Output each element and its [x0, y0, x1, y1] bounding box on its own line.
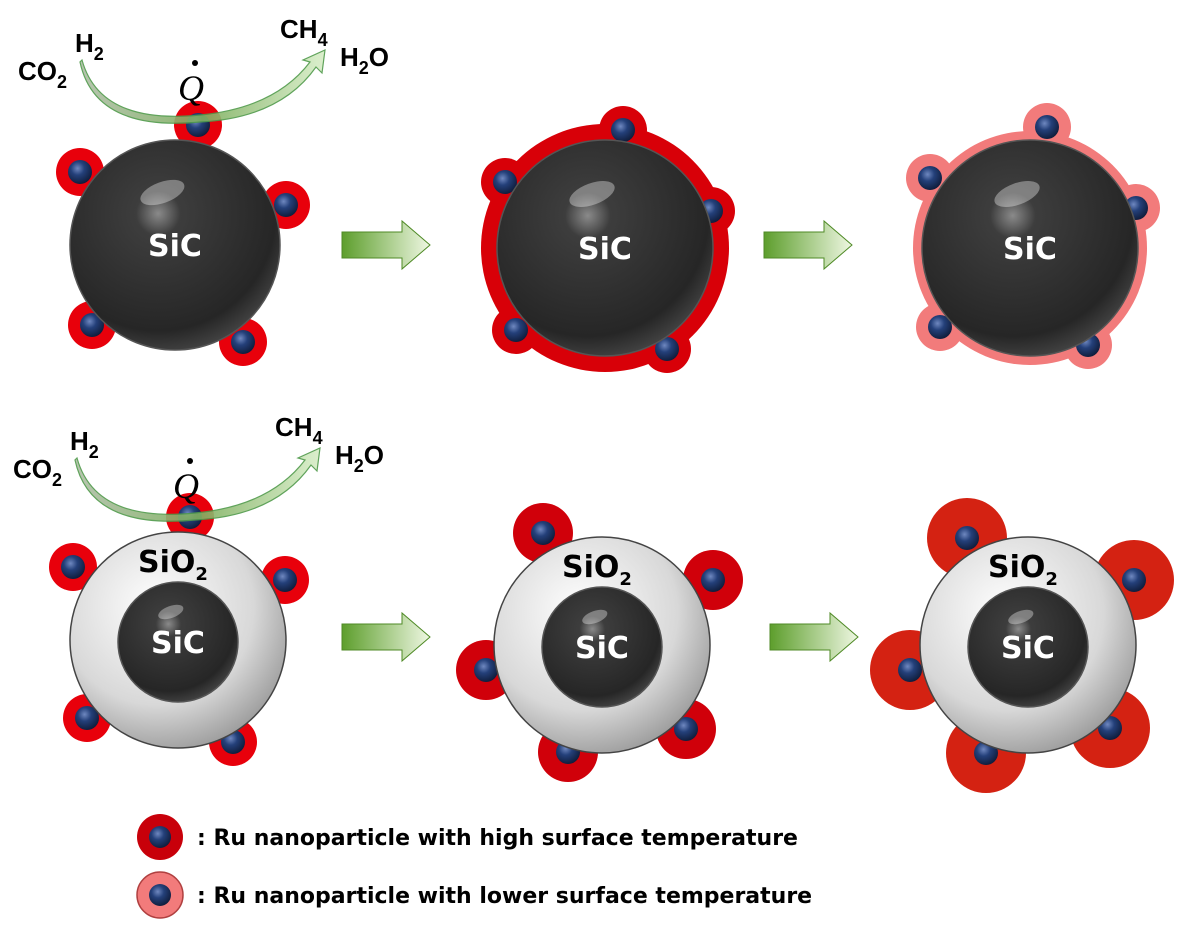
- ru-particle-icon: [655, 337, 679, 361]
- ru-particle-icon: [273, 568, 297, 592]
- sic-label: SiC: [1001, 631, 1055, 666]
- sphere-highlight: [158, 604, 184, 620]
- heat-dot: [192, 60, 198, 66]
- ru-particle-icon: [928, 315, 952, 339]
- ru-particle-icon: [531, 521, 555, 545]
- co2-label: CO2: [13, 454, 62, 490]
- legend-label: : Ru nanoparticle with high surface temp…: [197, 826, 798, 851]
- ru-particle-icon: [149, 826, 171, 848]
- process-arrow-icon: [341, 611, 431, 663]
- sic-label: SiC: [1003, 232, 1057, 267]
- heat-q-label: Q: [178, 68, 204, 108]
- h2-label: H2: [75, 28, 104, 64]
- ru-particle-icon: [474, 658, 498, 682]
- co2-label: CO2: [18, 56, 67, 92]
- sic-label: SiC: [575, 631, 629, 666]
- sphere-highlight: [569, 180, 615, 208]
- ru-particle-icon: [493, 170, 517, 194]
- sic-sphere: [541, 586, 663, 708]
- ru-particle-icon: [504, 318, 528, 342]
- ru-particle-icon: [955, 526, 979, 550]
- sic-sphere: [117, 581, 239, 703]
- h2o-label: H2O: [340, 42, 389, 78]
- ru-particle-icon: [68, 160, 92, 184]
- h2-label: H2: [70, 426, 99, 462]
- sic-label: SiC: [148, 229, 202, 264]
- sic-sphere: [967, 586, 1089, 708]
- ru-particle-icon: [80, 313, 104, 337]
- sic-label: SiC: [578, 232, 632, 267]
- ru-particle-icon: [898, 658, 922, 682]
- ru-particle-icon: [231, 330, 255, 354]
- ru-particle-icon: [918, 166, 942, 190]
- process-arrow-icon: [763, 219, 853, 271]
- ch4-label: CH4: [280, 14, 328, 50]
- sic-sphere: [69, 139, 281, 351]
- ch4-label: CH4: [275, 412, 323, 448]
- ru-particle-icon: [274, 193, 298, 217]
- ru-nanoparticle: [49, 543, 97, 591]
- ru-nanoparticle: [1023, 103, 1071, 151]
- ru-particle-icon: [674, 717, 698, 741]
- ru-particle-icon: [701, 568, 725, 592]
- sphere-highlight: [1008, 609, 1034, 625]
- process-arrow-icon: [341, 219, 431, 271]
- ru-particle-icon: [1122, 568, 1146, 592]
- heat-q-label: Q: [173, 466, 199, 506]
- sic-sphere: [921, 139, 1139, 357]
- reaction-arrow-icon: [74, 447, 321, 522]
- sic-label: SiC: [151, 626, 205, 661]
- sphere-highlight: [582, 609, 608, 625]
- h2o-label: H2O: [335, 440, 384, 476]
- heat-dot: [187, 458, 193, 464]
- ru-particle-icon: [611, 118, 635, 142]
- ru-particle-icon: [75, 706, 99, 730]
- sio2-label: SiO2: [138, 545, 208, 585]
- sphere-highlight: [994, 180, 1040, 208]
- process-arrow-icon: [769, 611, 859, 663]
- sphere-highlight: [140, 179, 185, 206]
- sio2-label: SiO2: [988, 550, 1058, 590]
- legend-item: : Ru nanoparticle with high surface temp…: [137, 814, 798, 860]
- reaction-arrow-icon: [79, 49, 326, 124]
- ru-particle-icon: [61, 555, 85, 579]
- sic-sphere: [496, 139, 714, 357]
- legend-item: : Ru nanoparticle with lower surface tem…: [136, 871, 812, 919]
- ru-particle-icon: [149, 884, 171, 906]
- sio2-label: SiO2: [562, 550, 632, 590]
- legend-label: : Ru nanoparticle with lower surface tem…: [197, 884, 812, 909]
- ru-particle-icon: [1035, 115, 1059, 139]
